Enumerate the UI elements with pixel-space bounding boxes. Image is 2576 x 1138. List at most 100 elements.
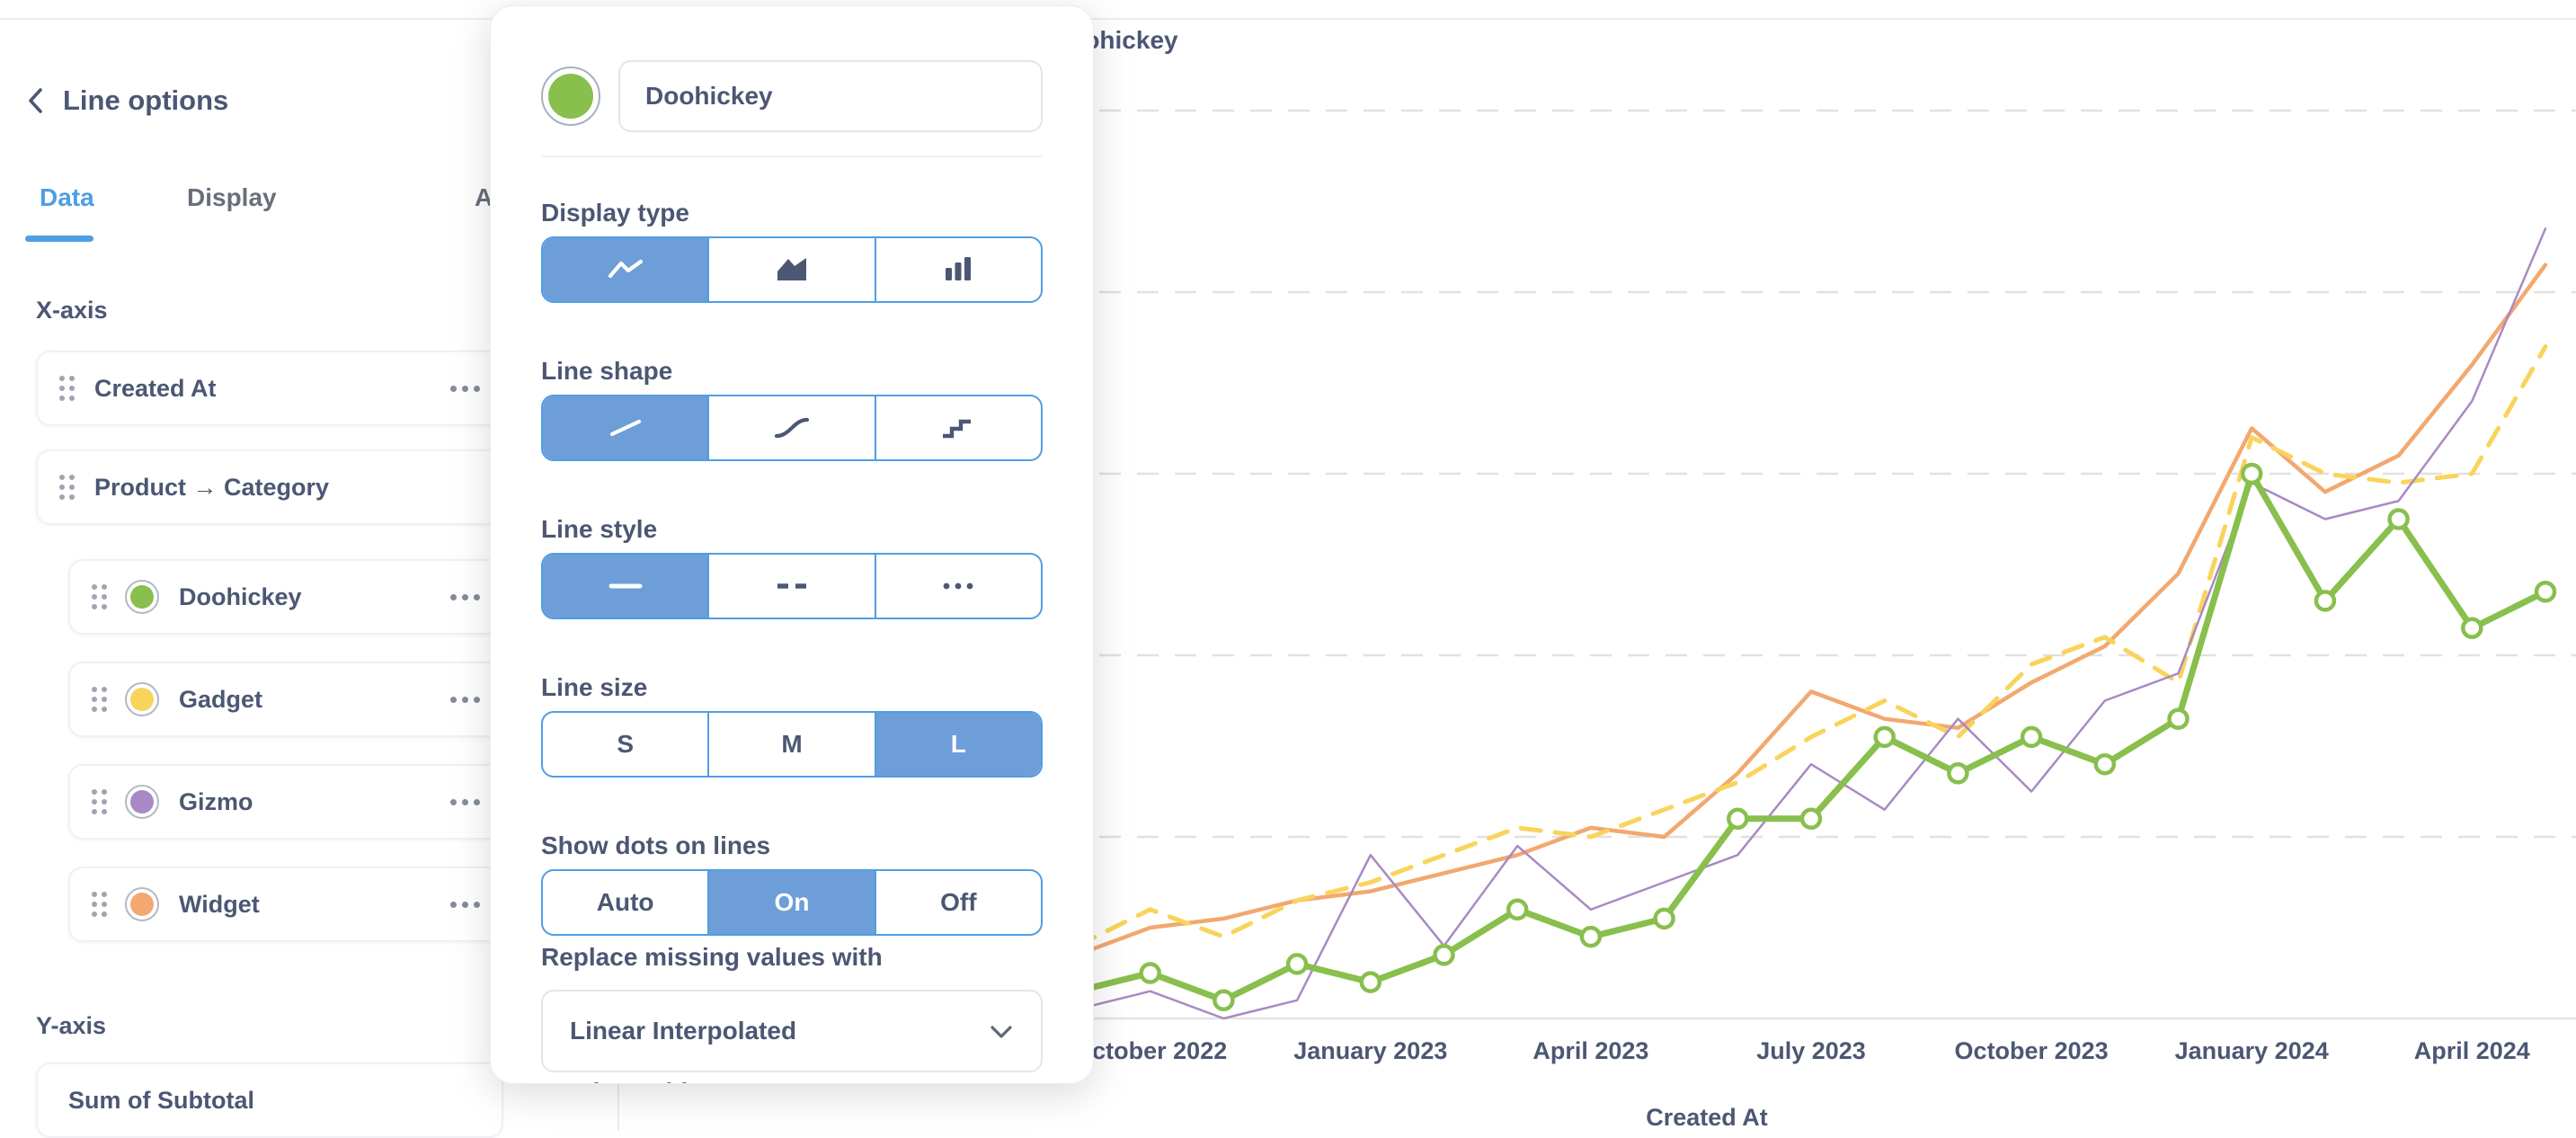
series-menu-icon[interactable]	[450, 594, 480, 600]
display-type-label: Display type	[541, 199, 689, 227]
series-dot-doohickey	[1214, 991, 1232, 1009]
display-type-line-button[interactable]	[543, 238, 707, 301]
line-shape-control	[541, 395, 1043, 461]
line-shape-straight-button[interactable]	[543, 396, 707, 459]
dashed-line-icon	[770, 570, 813, 602]
tab-display[interactable]: Display	[187, 183, 277, 212]
series-dot-doohickey	[2316, 591, 2334, 609]
x-tick-label: October 2023	[1955, 1037, 2109, 1064]
drag-handle-icon[interactable]	[92, 789, 107, 814]
series-menu-icon[interactable]	[450, 697, 480, 703]
stepped-line-icon	[937, 412, 980, 444]
series-dot-doohickey	[1728, 810, 1746, 828]
line-shape-stepped-button[interactable]	[875, 396, 1041, 459]
drag-handle-icon[interactable]	[92, 892, 107, 917]
dotted-line-icon	[937, 570, 980, 602]
tab-data[interactable]: Data	[40, 183, 94, 212]
series-card-gadget[interactable]: Gadget	[68, 662, 503, 737]
chevron-down-icon	[985, 1018, 1017, 1044]
line-style-dotted-button[interactable]	[875, 555, 1041, 618]
series-dot-doohickey	[1582, 928, 1600, 946]
clipped-next-setting-label: Y-axis position	[541, 1078, 719, 1084]
series-dot-doohickey	[1362, 974, 1380, 991]
x-tick-label: October 2022	[1073, 1037, 1227, 1064]
chevron-left-icon	[23, 85, 47, 116]
series-card-widget[interactable]: Widget	[68, 867, 503, 942]
x-tick-label: April 2024	[2414, 1037, 2530, 1064]
series-dot-doohickey	[2096, 755, 2114, 773]
series-color-picker[interactable]	[541, 67, 600, 126]
field-card-sum-of-subtotal[interactable]: Sum of Subtotal	[36, 1062, 503, 1138]
series-dot-doohickey	[1949, 764, 1967, 782]
series-dot-doohickey	[1876, 728, 1894, 746]
series-dot-doohickey	[1802, 810, 1820, 828]
show-dots-auto-button[interactable]: Auto	[543, 871, 707, 934]
line-shape-curved-button[interactable]	[707, 396, 874, 459]
series-dot-doohickey	[1435, 946, 1453, 964]
bar-chart-icon	[937, 253, 980, 286]
series-dot-doohickey	[2536, 582, 2554, 600]
replace-missing-label: Replace missing values with	[541, 943, 883, 972]
display-type-control	[541, 236, 1043, 303]
series-label: Doohickey	[179, 583, 302, 611]
x-tick-label: January 2024	[2175, 1037, 2329, 1064]
series-dot-doohickey	[2170, 710, 2188, 728]
drag-handle-icon[interactable]	[59, 376, 75, 401]
popover-divider	[541, 156, 1043, 157]
field-card-product-category[interactable]: Product → Category	[36, 449, 503, 525]
series-dot-doohickey	[1508, 901, 1526, 919]
drag-handle-icon[interactable]	[59, 475, 75, 500]
solid-line-icon	[604, 570, 647, 602]
x-tick-label: January 2023	[1293, 1037, 1447, 1064]
series-dot-doohickey	[2022, 728, 2040, 746]
series-label: Gadget	[179, 686, 262, 714]
show-dots-on-button[interactable]: On	[707, 871, 874, 934]
x-tick-label: July 2023	[1756, 1037, 1866, 1064]
series-color-swatch[interactable]	[125, 682, 159, 716]
line-style-dashed-button[interactable]	[707, 555, 874, 618]
series-line-gadget	[1077, 347, 2545, 947]
line-shape-label: Line shape	[541, 357, 672, 386]
series-dot-doohickey	[1288, 955, 1306, 973]
line-size-s-button[interactable]: S	[543, 713, 707, 776]
series-label: Gizmo	[179, 788, 253, 816]
field-menu-icon[interactable]	[450, 386, 480, 392]
series-dot-doohickey	[2390, 511, 2408, 529]
display-type-area-button[interactable]	[707, 238, 874, 301]
x-axis-title: Created At	[1646, 1104, 1768, 1131]
series-color-swatch[interactable]	[125, 887, 159, 921]
sidebar-title: Line options	[63, 84, 228, 117]
replace-missing-select[interactable]: Linear Interpolated	[541, 990, 1043, 1072]
line-chart-icon	[604, 253, 647, 286]
series-card-gizmo[interactable]: Gizmo	[68, 764, 503, 840]
show-dots-control: Auto On Off	[541, 869, 1043, 936]
area-chart-icon	[770, 253, 813, 286]
show-dots-off-button[interactable]: Off	[875, 871, 1041, 934]
line-style-solid-button[interactable]	[543, 555, 707, 618]
series-dot-doohickey	[1141, 965, 1159, 982]
y-axis-section-label: Y-axis	[36, 1012, 106, 1040]
line-size-control: S M L	[541, 711, 1043, 778]
active-tab-underline	[25, 236, 93, 242]
field-card-created-at[interactable]: Created At	[36, 351, 503, 426]
field-label: Product → Category	[94, 474, 329, 502]
series-color-swatch[interactable]	[125, 580, 159, 614]
line-style-control	[541, 553, 1043, 619]
field-label: Created At	[94, 375, 217, 403]
series-menu-icon[interactable]	[450, 902, 480, 908]
display-type-bar-button[interactable]	[875, 238, 1041, 301]
series-menu-icon[interactable]	[450, 799, 480, 805]
field-label: Sum of Subtotal	[68, 1087, 254, 1115]
series-card-doohickey[interactable]: Doohickey	[68, 559, 503, 635]
series-settings-popover: Display type Line shape	[490, 5, 1094, 1084]
drag-handle-icon[interactable]	[92, 687, 107, 712]
drag-handle-icon[interactable]	[92, 584, 107, 609]
series-dot-doohickey	[1656, 910, 1674, 928]
back-button[interactable]: Line options	[23, 84, 228, 117]
line-size-l-button[interactable]: L	[875, 713, 1041, 776]
series-color-swatch[interactable]	[125, 785, 159, 819]
series-name-input[interactable]	[618, 60, 1043, 132]
line-size-m-button[interactable]: M	[707, 713, 874, 776]
series-label: Widget	[179, 891, 260, 919]
line-style-label: Line style	[541, 515, 657, 544]
